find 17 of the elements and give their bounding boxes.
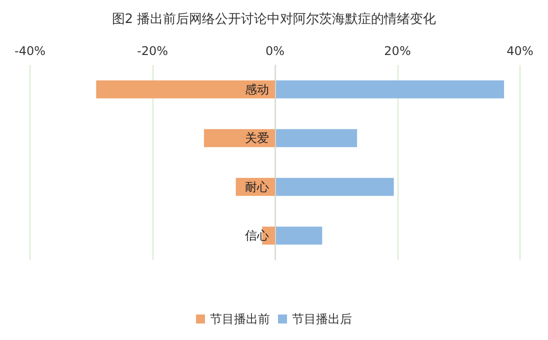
bar xyxy=(275,129,358,148)
y-tick-label: 耐心 xyxy=(245,180,269,194)
legend-label: 节目播出前 xyxy=(210,312,270,326)
bar xyxy=(275,178,394,196)
x-tick-label: 0% xyxy=(265,44,285,58)
bar xyxy=(275,80,504,98)
bar xyxy=(204,129,275,148)
x-tick-label: -20% xyxy=(136,44,168,58)
y-tick-label: 感动 xyxy=(245,82,269,96)
x-tick-label: 40% xyxy=(506,44,534,58)
x-tick-label: -40% xyxy=(14,44,46,58)
y-tick-label: 关爱 xyxy=(245,131,269,146)
bar xyxy=(275,226,322,245)
chart-title: 图2 播出前后网络公开讨论中对阿尔茨海默症的情绪变化 xyxy=(112,12,436,27)
x-tick-label: 20% xyxy=(384,44,411,58)
legend-label: 节目播出后 xyxy=(292,312,352,326)
bar xyxy=(96,80,275,98)
